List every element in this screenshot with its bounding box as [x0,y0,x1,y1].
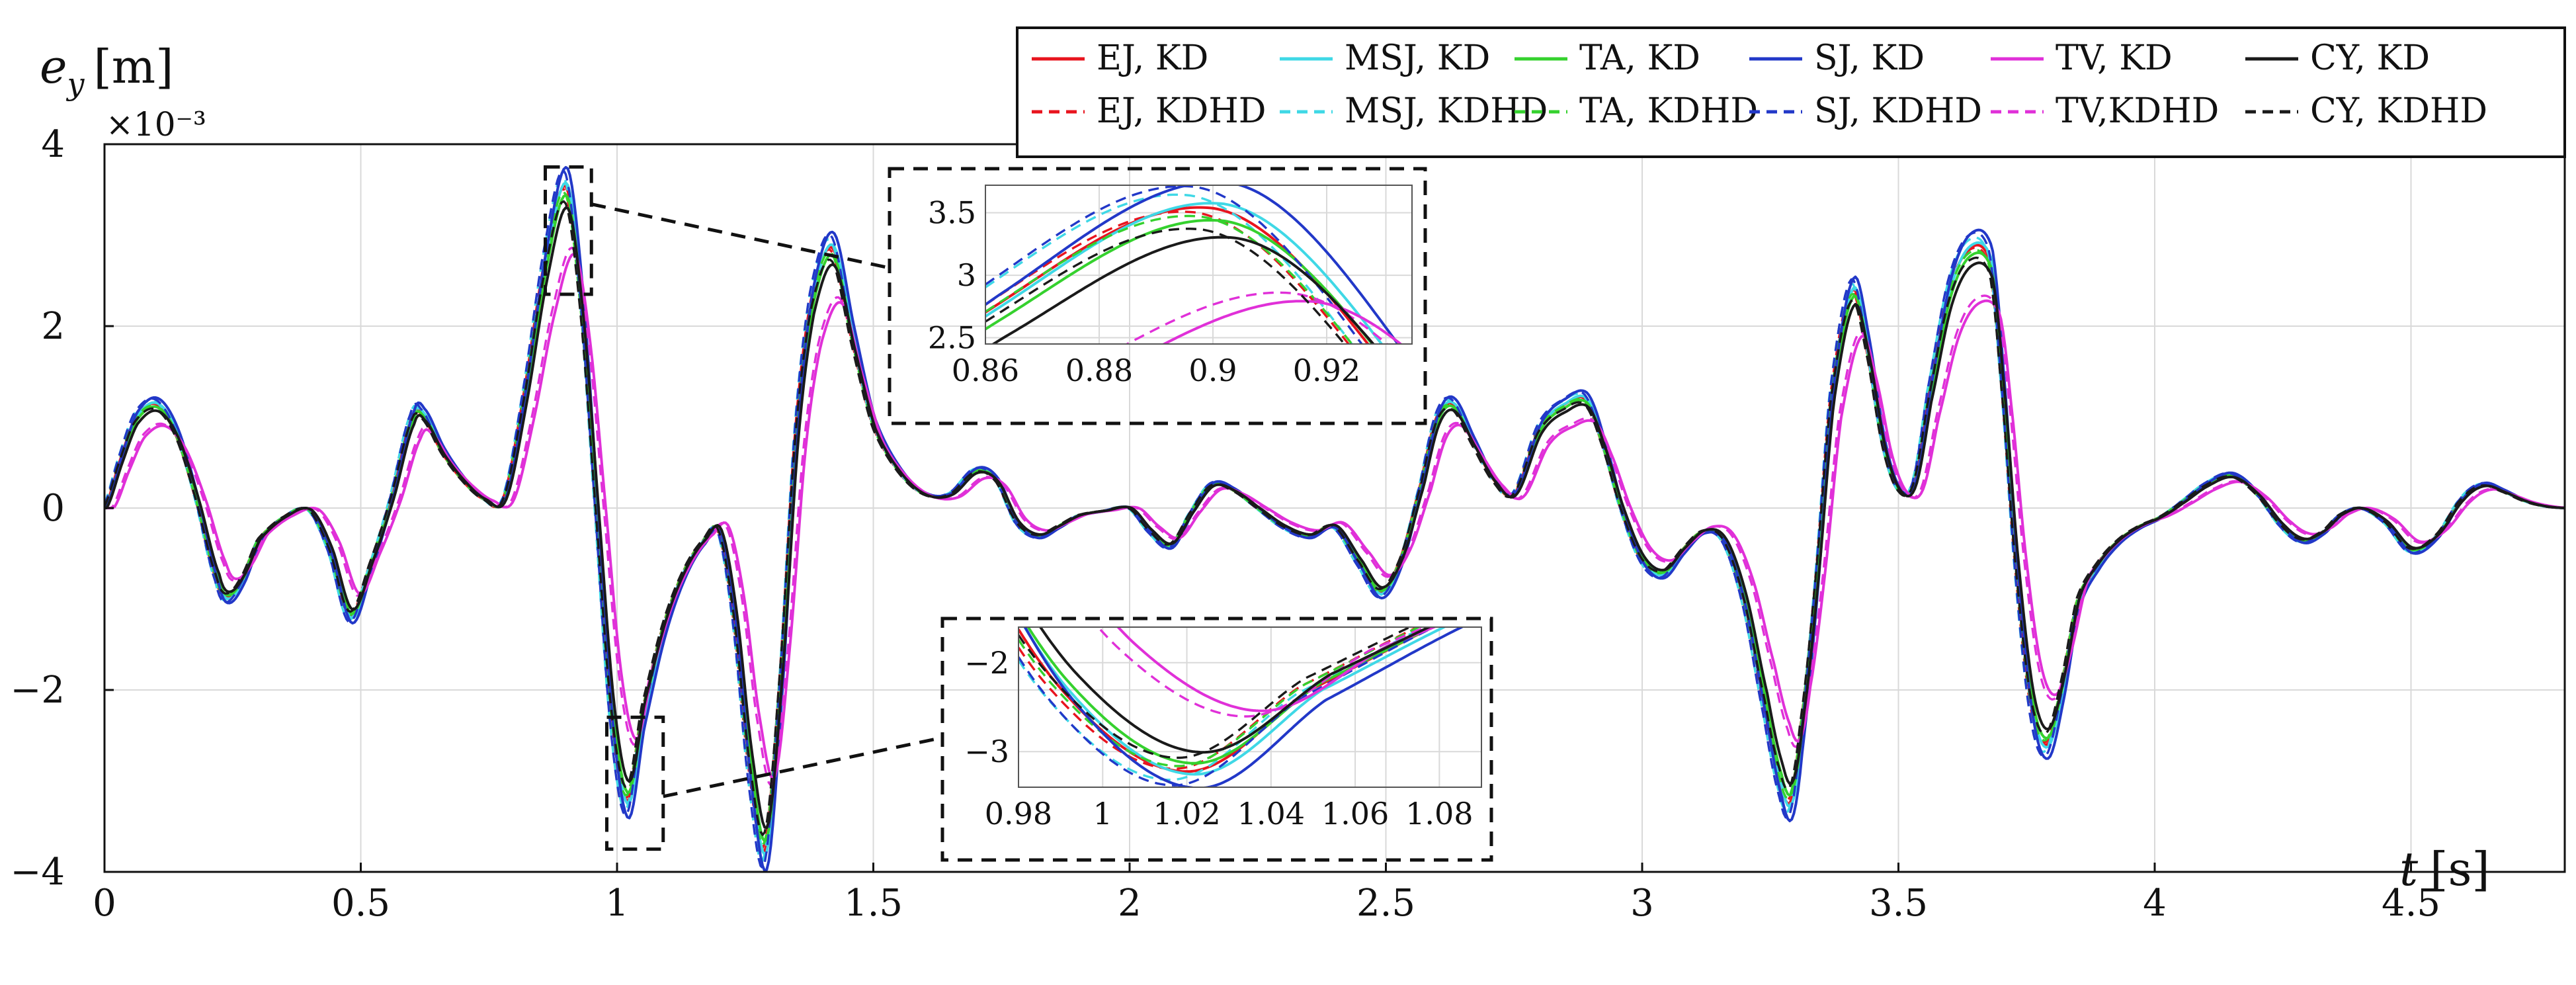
series-line-ta-kdhd [104,191,2565,846]
inset-series-lines [985,185,1403,344]
zoom-connectors [591,202,943,798]
x-axis-title: t [s] [2399,842,2490,896]
y-scale-factor: ×10⁻³ [106,105,206,144]
main-tick-labels: 0 0.5 1 1.5 2 2.5 3 3.5 4 4.5 4 2 0 −2 −4 [10,123,2440,925]
series-line-cy-kdhd [1018,627,1413,759]
series-line-sj-kdhd [1018,627,1436,787]
inset-x-tick-label: 0.86 [952,353,1019,388]
y-tick-label: 4 [41,123,65,166]
series-line-cy-kdhd [985,228,1347,344]
inset-x-tick-label: 1.02 [1153,796,1220,832]
inset-frame [1018,626,1482,788]
inset-y-tick-label: 3 [957,257,976,293]
legend-label: TA, KDHD [1579,91,1758,131]
inset-x-tick-label: 0.9 [1188,353,1237,388]
legend-label: TV,KDHD [2056,91,2219,131]
legend: EJ, KD MSJ, KD TA, KD SJ, KD TV, KD CY, KD EJ,… [1016,26,2566,158]
x-tick-label: 3 [1630,882,1654,925]
x-tick-label: 1 [605,882,629,925]
x-tick-label: 0.5 [331,882,390,925]
series-line-ta-kd [104,194,2565,843]
main-grid [104,144,2565,873]
y-axis-subscript: y [65,66,85,102]
x-axis-unit: [s] [2430,842,2490,896]
legend-label: CY, KDHD [2310,91,2487,131]
x-tick-label: 1.5 [844,882,903,925]
inset-x-tick-label: 0.92 [1293,353,1360,388]
series-line-ej-kd [985,206,1370,344]
series-line-tv-kd [104,253,2565,781]
series-line-cy-kd [991,236,1376,344]
x-tick-label: 0 [93,882,116,925]
series-line-ej-kdhd [104,188,2565,849]
x-axis-symbol: t [2399,842,2419,896]
inset-border [940,617,1493,862]
legend-label: MSJ, KD [1345,38,1490,78]
y-axis-title: ey [m] [40,40,173,102]
y-tick-label: 0 [41,487,65,530]
series-line-msj-kdhd [1018,627,1427,781]
y-tick-label: 2 [41,305,65,348]
inset-x-tick-label: 1.06 [1321,796,1389,832]
zoom-box [544,165,593,296]
inset-frame [985,185,1413,345]
legend-label: MSJ, KDHD [1345,91,1548,131]
series-line-cy-kd [104,206,2565,830]
legend-label: SJ, KDHD [1814,91,1982,131]
series-line-msj-kd [1022,627,1447,776]
x-tick-label: 2.5 [1356,882,1415,925]
series-line-tv-kdhd [1097,627,1429,718]
zoom-connector-lower [663,736,943,798]
x-tick-label: 2 [1118,882,1142,925]
inset-x-tick-label: 1.08 [1405,796,1473,832]
inset-x-tick-label: 1.04 [1237,796,1305,832]
series-line-msj-kd [985,202,1384,344]
lower-inset: 0.98 1 1.02 1.04 1.06 1.08 −2 −3 [940,617,1493,862]
series-line-sj-kd [1023,627,1465,787]
series-line-tv-kdhd [1124,291,1389,344]
zoom-box [605,715,665,851]
legend-label: EJ, KDHD [1097,91,1266,131]
inset-y-tick-label: −2 [964,645,1009,681]
series-line-ta-kdhd [985,214,1354,344]
inset-y-tick-label: 3.5 [928,195,976,231]
x-tick-label: 3.5 [1869,882,1928,925]
legend-box [1016,26,2566,158]
legend-label: CY, KD [2310,38,2430,78]
y-tick-label: −4 [10,851,65,894]
inset-x-tick-label: 1 [1093,796,1112,832]
legend-label: TV, KD [2056,38,2173,78]
legend-label: EJ, KD [1097,38,1208,78]
inset-x-tick-label: 0.98 [985,796,1052,832]
inset-border [888,167,1427,425]
series-line-msj-kdhd [104,175,2565,862]
y-axis-unit: [m] [93,40,173,94]
series-line-tv-kdhd [104,246,2565,787]
main-series-lines [104,165,2565,872]
y-axis-symbol: e [40,40,67,94]
series-line-sj-kd [104,165,2565,872]
series-line-cy-kdhd [104,200,2565,836]
series-line-sj-kd [985,185,1400,344]
legend-label: TA, KD [1579,38,1700,78]
inset-series-lines [1018,627,1465,787]
zoom-connector-upper [591,202,890,270]
inset-y-tick-label: −3 [964,734,1009,769]
upper-inset: 0.86 0.88 0.9 0.92 3.5 3 2.5 [888,167,1427,425]
series-line-ta-kdhd [1018,627,1421,767]
series-line-msj-kdhd [985,193,1354,344]
zoom-boxes [544,165,665,851]
inset-x-tick-label: 0.88 [1065,353,1133,388]
series-line-cy-kd [1038,627,1433,754]
inset-y-tick-label: 2.5 [928,320,976,356]
x-tick-label: 4.5 [2382,882,2440,925]
x-tick-label: 4 [2143,882,2167,925]
series-line-sj-kdhd [985,185,1364,344]
legend-label: SJ, KD [1814,38,1925,78]
y-tick-label: −2 [10,669,65,712]
